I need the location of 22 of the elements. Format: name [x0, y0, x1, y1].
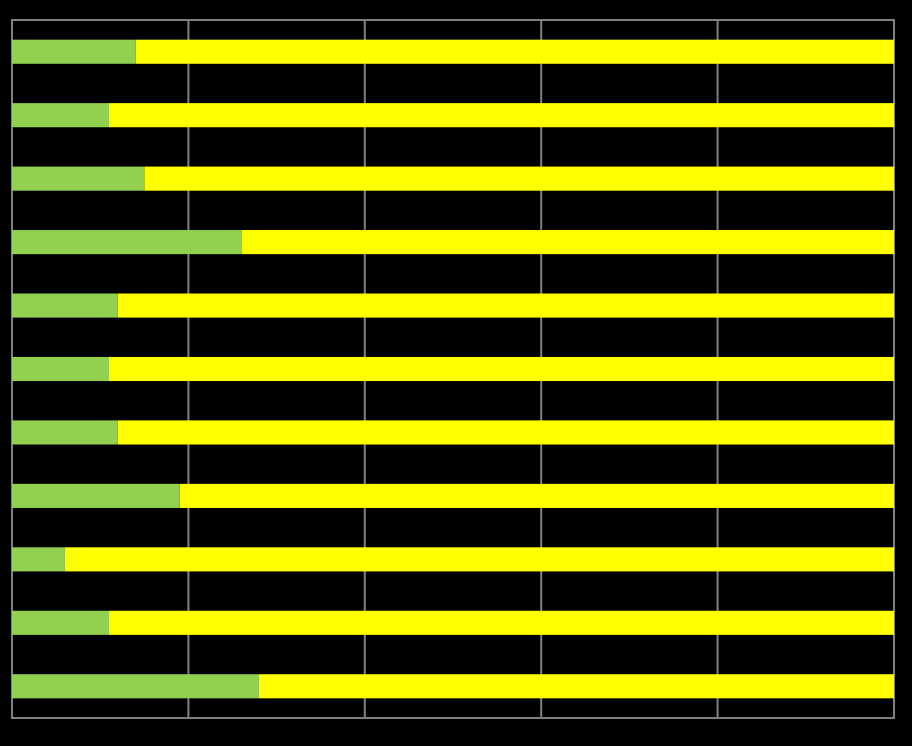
bar — [12, 674, 259, 699]
bar — [12, 293, 118, 318]
bar — [179, 483, 894, 508]
bar — [12, 610, 110, 635]
bar — [109, 103, 894, 128]
bar — [258, 674, 894, 699]
bar — [117, 420, 894, 445]
bar — [109, 610, 894, 635]
bar — [12, 483, 180, 508]
bar — [64, 547, 894, 572]
bar — [144, 166, 894, 191]
bar — [12, 103, 110, 128]
bar — [12, 230, 242, 255]
bar — [12, 547, 65, 572]
bar — [241, 230, 894, 255]
bar — [135, 39, 894, 64]
bar — [12, 39, 136, 64]
bar — [12, 166, 145, 191]
bar — [109, 356, 894, 382]
bar — [12, 420, 118, 445]
bar — [12, 356, 110, 382]
bar — [117, 293, 894, 318]
